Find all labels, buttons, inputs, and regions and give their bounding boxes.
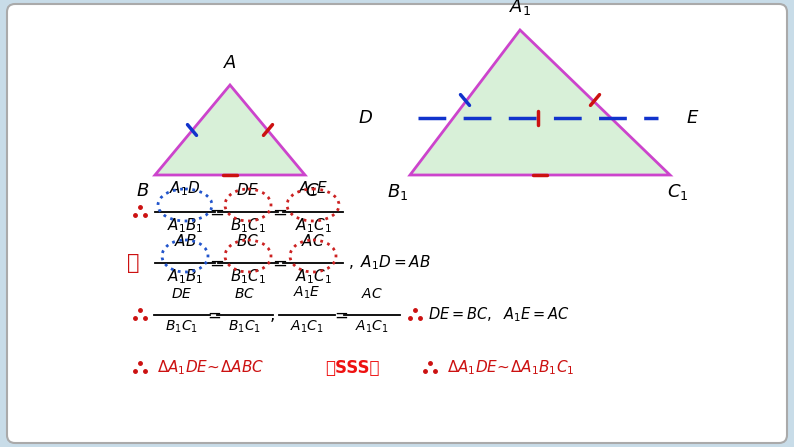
Text: $A_1E$: $A_1E$ — [293, 285, 321, 301]
Text: $=$: $=$ — [206, 254, 225, 272]
Text: $D$: $D$ — [358, 109, 373, 127]
Text: $,\ A_1D=AB$: $,\ A_1D=AB$ — [348, 253, 431, 272]
Text: $=$: $=$ — [204, 306, 222, 324]
Polygon shape — [155, 85, 305, 175]
Text: $B_1C_1$: $B_1C_1$ — [229, 319, 261, 335]
Text: $=$: $=$ — [206, 203, 225, 221]
Text: $B_1C_1$: $B_1C_1$ — [230, 216, 266, 235]
Text: $C_1$: $C_1$ — [667, 182, 688, 202]
Text: $B_1C_1$: $B_1C_1$ — [165, 319, 198, 335]
Text: $A_1B_1$: $A_1B_1$ — [167, 216, 203, 235]
Text: $A$: $A$ — [223, 54, 237, 72]
Text: $=$: $=$ — [268, 254, 287, 272]
Text: $A_1C_1$: $A_1C_1$ — [290, 319, 324, 335]
Text: $,$: $,$ — [269, 306, 275, 324]
Text: $\Delta A_1DE\!\sim\!\Delta ABC$: $\Delta A_1DE\!\sim\!\Delta ABC$ — [157, 358, 264, 377]
Text: $=$: $=$ — [331, 306, 349, 324]
Polygon shape — [410, 30, 670, 175]
Text: $BC$: $BC$ — [234, 287, 256, 301]
Text: $AB$: $AB$ — [174, 233, 196, 249]
Text: $DE=BC,\ \ A_1E=AC$: $DE=BC,\ \ A_1E=AC$ — [428, 306, 570, 325]
Text: $E$: $E$ — [686, 109, 700, 127]
Text: $A_1C_1$: $A_1C_1$ — [295, 216, 331, 235]
Text: $AC$: $AC$ — [301, 233, 325, 249]
Text: $A_1B_1$: $A_1B_1$ — [167, 267, 203, 286]
Text: $=$: $=$ — [268, 203, 287, 221]
Text: （SSS）: （SSS） — [325, 359, 380, 377]
Text: 又: 又 — [127, 253, 139, 273]
Text: $DE$: $DE$ — [237, 182, 260, 198]
Text: $B_1$: $B_1$ — [387, 182, 409, 202]
Text: $\Delta A_1DE\!\sim\!\Delta A_1B_1C_1$: $\Delta A_1DE\!\sim\!\Delta A_1B_1C_1$ — [447, 358, 574, 377]
Text: $B_1C_1$: $B_1C_1$ — [230, 267, 266, 286]
Text: $A_1D$: $A_1D$ — [169, 179, 201, 198]
Text: $B$: $B$ — [137, 182, 149, 200]
Text: $AC$: $AC$ — [361, 287, 383, 301]
Text: $A_1C_1$: $A_1C_1$ — [295, 267, 331, 286]
Text: $A_1E$: $A_1E$ — [298, 179, 328, 198]
Text: $A_1$: $A_1$ — [509, 0, 531, 17]
Text: $BC$: $BC$ — [237, 233, 260, 249]
Text: $DE$: $DE$ — [172, 287, 193, 301]
FancyBboxPatch shape — [7, 4, 787, 443]
Text: $A_1C_1$: $A_1C_1$ — [355, 319, 389, 335]
Text: $C$: $C$ — [305, 182, 319, 200]
